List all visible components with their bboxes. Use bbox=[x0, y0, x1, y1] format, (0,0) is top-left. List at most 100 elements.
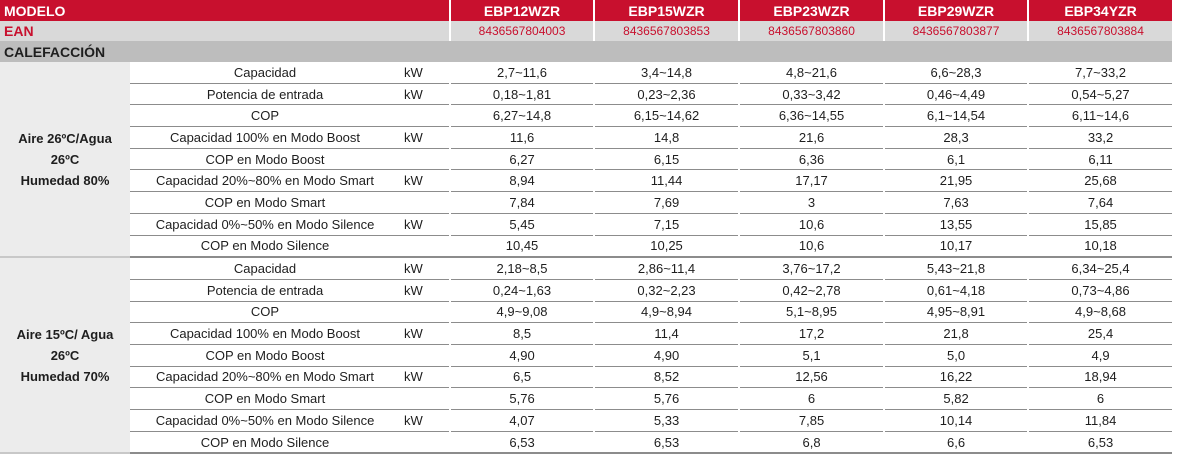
ean-code: 8436567803884 bbox=[1027, 21, 1173, 41]
spec-row: COP 4,9~9,08 4,9~8,94 5,1~8,95 4,95~8,91 4,9~… bbox=[0, 301, 1173, 324]
row-label: COP en Modo Smart bbox=[130, 387, 400, 410]
value-cell: 5,82 bbox=[883, 387, 1029, 410]
row-unit bbox=[400, 104, 451, 128]
row-label: Capacidad bbox=[130, 62, 400, 84]
row-unit bbox=[400, 191, 451, 214]
value-cell: 7,63 bbox=[883, 191, 1029, 214]
value-cell: 10,45 bbox=[449, 235, 595, 259]
ean-code: 8436567803853 bbox=[593, 21, 740, 41]
row-label: Capacidad 100% en Modo Boost bbox=[130, 322, 400, 345]
value-cell: 21,8 bbox=[883, 322, 1029, 345]
value-cell: 15,85 bbox=[1027, 213, 1173, 236]
spec-row: COP en Modo Silence 10,45 10,25 10,6 10,17 10… bbox=[0, 235, 1173, 259]
row-label: Capacidad 100% en Modo Boost bbox=[130, 126, 400, 149]
value-cell: 7,85 bbox=[738, 409, 885, 432]
row-unit: kW bbox=[400, 322, 451, 345]
value-cell: 10,17 bbox=[883, 235, 1029, 259]
value-cell: 6,5 bbox=[449, 366, 595, 389]
section-row: CALEFACCIÓN bbox=[0, 41, 1173, 62]
row-label: COP bbox=[130, 301, 400, 324]
value-cell: 6,6~28,3 bbox=[883, 62, 1029, 84]
spec-row: COP en Modo Smart 5,76 5,76 6 5,82 6 bbox=[0, 387, 1173, 410]
ean-row: EAN 8436567804003 8436567803853 84365678… bbox=[0, 21, 1173, 41]
value-cell: 3,4~14,8 bbox=[593, 62, 740, 84]
row-label: Capacidad 0%~50% en Modo Silence bbox=[130, 409, 400, 432]
value-cell: 0,61~4,18 bbox=[883, 279, 1029, 302]
value-cell: 7,64 bbox=[1027, 191, 1173, 214]
condition-line: 26ºC bbox=[50, 151, 80, 167]
spec-row: COP en Modo Boost 6,27 6,15 6,36 6,1 6,11 bbox=[0, 148, 1173, 171]
value-cell: 3 bbox=[738, 191, 885, 214]
value-cell: 4,9~8,94 bbox=[593, 301, 740, 324]
row-label: Potencia de entrada bbox=[130, 279, 400, 302]
value-cell: 6 bbox=[1027, 387, 1173, 410]
value-cell: 21,6 bbox=[738, 126, 885, 149]
value-cell: 17,17 bbox=[738, 169, 885, 193]
value-cell: 7,69 bbox=[593, 191, 740, 214]
spec-row: COP en Modo Smart 7,84 7,69 3 7,63 7,64 bbox=[0, 191, 1173, 214]
spec-row: Aire 26ºC/Agua 26ºC Humedad 80% Capacidad kW… bbox=[0, 62, 1173, 259]
spec-row: Potencia de entrada kW 0,24~1,63 0,32~2,23 0… bbox=[0, 279, 1173, 302]
model-header: EBP34YZR bbox=[1027, 0, 1173, 21]
section-title: CALEFACCIÓN bbox=[0, 41, 1173, 62]
value-cell: 12,56 bbox=[738, 366, 885, 389]
value-cell: 11,44 bbox=[593, 169, 740, 193]
value-cell: 21,95 bbox=[883, 169, 1029, 193]
value-cell: 5,1~8,95 bbox=[738, 301, 885, 324]
value-cell: 5,76 bbox=[593, 387, 740, 410]
row-label: Capacidad 20%~80% en Modo Smart bbox=[130, 366, 400, 389]
value-cell: 6,36 bbox=[738, 148, 885, 171]
value-cell: 0,32~2,23 bbox=[593, 279, 740, 302]
value-cell: 4,9~8,68 bbox=[1027, 301, 1173, 324]
spec-row: Capacidad 100% en Modo Boost kW 8,5 11,4 17,… bbox=[0, 322, 1173, 345]
spec-row: Capacidad 20%~80% en Modo Smart kW 8,94 11,… bbox=[0, 169, 1173, 193]
value-cell: 6,27 bbox=[449, 148, 595, 171]
row-unit bbox=[400, 431, 451, 455]
value-cell: 6,1 bbox=[883, 148, 1029, 171]
spec-row: Aire 15ºC/ Agua 26ºC Humedad 70% Capacidad k… bbox=[0, 257, 1173, 455]
value-cell: 6,53 bbox=[593, 431, 740, 455]
condition-group-label: Aire 26ºC/Agua 26ºC Humedad 80% bbox=[0, 62, 130, 259]
row-unit: kW bbox=[400, 62, 451, 84]
value-cell: 4,9~9,08 bbox=[449, 301, 595, 324]
value-cell: 6,53 bbox=[1027, 431, 1173, 455]
value-cell: 10,18 bbox=[1027, 235, 1173, 259]
value-cell: 6,8 bbox=[738, 431, 885, 455]
value-cell: 0,46~4,49 bbox=[883, 83, 1029, 106]
row-label: Capacidad bbox=[130, 257, 400, 280]
row-label: Capacidad 20%~80% en Modo Smart bbox=[130, 169, 400, 193]
row-unit: kW bbox=[400, 409, 451, 432]
value-cell: 6,15 bbox=[593, 148, 740, 171]
value-cell: 10,25 bbox=[593, 235, 740, 259]
row-label: COP en Modo Silence bbox=[130, 431, 400, 455]
spec-row: COP 6,27~14,8 6,15~14,62 6,36~14,55 6,1~14,5… bbox=[0, 104, 1173, 128]
value-cell: 5,76 bbox=[449, 387, 595, 410]
value-cell: 6,27~14,8 bbox=[449, 104, 595, 128]
value-cell: 6,6 bbox=[883, 431, 1029, 455]
value-cell: 6,1~14,54 bbox=[883, 104, 1029, 128]
header-row: MODELO EBP12WZR EBP15WZR EBP23WZR EBP29W… bbox=[0, 0, 1173, 21]
ean-code: 8436567803877 bbox=[883, 21, 1029, 41]
value-cell: 0,73~4,86 bbox=[1027, 279, 1173, 302]
row-label: Potencia de entrada bbox=[130, 83, 400, 106]
value-cell: 2,7~11,6 bbox=[449, 62, 595, 84]
value-cell: 5,1 bbox=[738, 344, 885, 367]
value-cell: 0,23~2,36 bbox=[593, 83, 740, 106]
value-cell: 16,22 bbox=[883, 366, 1029, 389]
value-cell: 8,52 bbox=[593, 366, 740, 389]
value-cell: 17,2 bbox=[738, 322, 885, 345]
spec-row: Potencia de entrada kW 0,18~1,81 0,23~2,36 0… bbox=[0, 83, 1173, 106]
condition-line: Humedad 80% bbox=[20, 172, 110, 188]
value-cell: 14,8 bbox=[593, 126, 740, 149]
value-cell: 0,18~1,81 bbox=[449, 83, 595, 106]
value-cell: 8,94 bbox=[449, 169, 595, 193]
row-unit bbox=[400, 387, 451, 410]
model-header: EBP15WZR bbox=[593, 0, 740, 21]
row-unit: kW bbox=[400, 213, 451, 236]
value-cell: 0,54~5,27 bbox=[1027, 83, 1173, 106]
value-cell: 25,4 bbox=[1027, 322, 1173, 345]
condition-line: Aire 26ºC/Agua bbox=[18, 130, 112, 146]
row-unit bbox=[400, 235, 451, 259]
value-cell: 13,55 bbox=[883, 213, 1029, 236]
condition-line: Aire 15ºC/ Agua bbox=[16, 326, 114, 342]
